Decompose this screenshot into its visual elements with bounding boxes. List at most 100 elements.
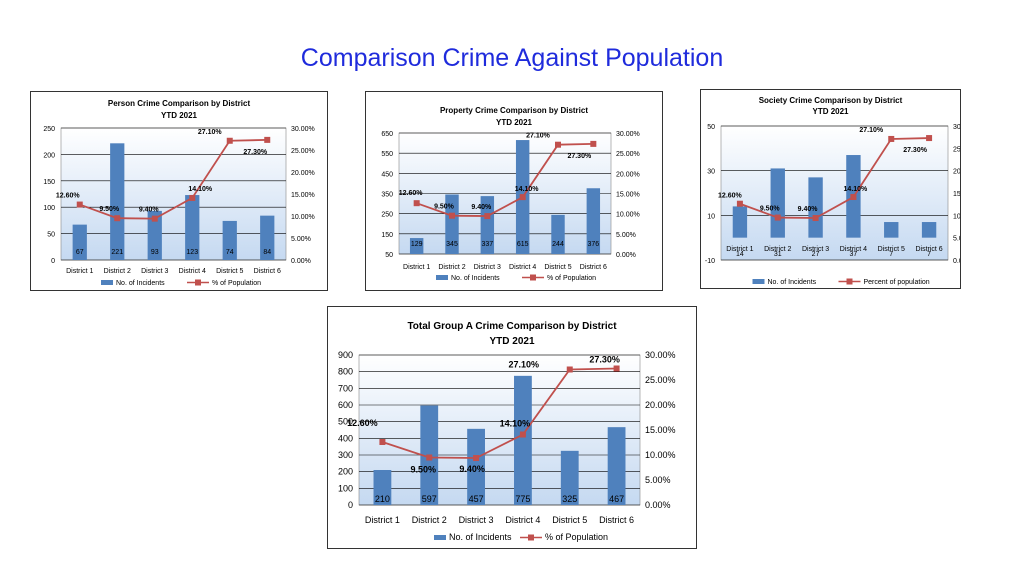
bar (770, 168, 785, 238)
line-data-label: 27.10% (859, 127, 884, 134)
y-tick-label: 500 (338, 417, 353, 427)
property-crime-chart: Property Crime Comparison by District YTD… (365, 91, 663, 291)
y-tick-label: 200 (43, 152, 55, 159)
legend-line-marker (530, 274, 536, 281)
line-point (426, 454, 433, 461)
y2-tick-label: 10.00% (645, 450, 676, 460)
y2-tick-label: 15.00% (616, 192, 640, 199)
y-tick-label: 200 (338, 467, 353, 477)
bar-data-label: 376 (587, 241, 599, 248)
y-tick-label: 300 (338, 450, 353, 460)
x-tick-label: District 6 (915, 246, 942, 253)
legend-label: No. of Incidents (116, 280, 165, 287)
bar-data-label: 129 (411, 241, 423, 248)
line-data-label: 27.30% (903, 147, 928, 154)
line-point (189, 194, 196, 201)
y2-tick-label: 30.00% (645, 350, 676, 360)
line-data-label: 12.60% (56, 193, 81, 200)
line-point (76, 201, 83, 208)
legend-label: % of Population (547, 275, 596, 282)
line-point (226, 137, 233, 144)
y-tick-label: 0 (348, 500, 353, 510)
chart-subtitle: YTD 2021 (161, 111, 198, 120)
line-point (114, 215, 121, 222)
line-data-label: 27.10% (198, 129, 223, 136)
legend-bar-swatch (434, 535, 446, 540)
y2-tick-label: 20.00% (953, 169, 960, 176)
line-point (519, 431, 526, 438)
line-point (449, 212, 455, 219)
line-data-label: 9.50% (410, 465, 436, 475)
line-data-label: 9.40% (459, 464, 485, 474)
bar (921, 222, 937, 238)
bar-data-label: 221 (111, 249, 123, 256)
series-line (382, 367, 617, 459)
x-tick-label: District 2 (764, 246, 791, 253)
bar-data-label: 775 (515, 494, 530, 504)
x-tick-label: District 4 (509, 264, 536, 271)
y-tick-label: 800 (338, 367, 353, 377)
line-data-label: 14.10% (844, 186, 869, 193)
bar-data-label: 337 (481, 241, 493, 248)
y2-tick-label: 5.00% (645, 475, 671, 485)
x-tick-label: District 2 (104, 268, 131, 275)
line-data-label: 9.50% (434, 204, 455, 211)
line-data-label: 12.60% (399, 190, 424, 197)
bar (147, 210, 162, 260)
y-tick-label: 50 (707, 124, 715, 131)
y2-tick-label: 15.00% (291, 192, 315, 199)
bar-data-label: 31 (774, 251, 782, 258)
chart-title: Society Crime Comparison by District (759, 96, 903, 105)
line-point (519, 194, 526, 201)
bar (560, 450, 579, 505)
total-group-a-crime-chart: Total Group A Crime Comparison by Distri… (327, 306, 697, 549)
bar-data-label: 244 (552, 241, 564, 248)
y2-tick-label: 25.00% (616, 151, 640, 158)
legend-label: No. of Incidents (451, 275, 500, 282)
y-tick-label: 100 (43, 205, 55, 212)
bar (586, 188, 601, 254)
y2-tick-label: 5.00% (953, 236, 960, 243)
legend-bar-swatch (752, 279, 765, 284)
x-tick-label: District 4 (505, 515, 540, 525)
line-point (151, 215, 158, 222)
line-data-label: 9.40% (798, 206, 819, 213)
y2-tick-label: 10.00% (953, 213, 960, 220)
bar (732, 206, 748, 238)
line-point (736, 200, 743, 207)
bar (185, 195, 200, 260)
bar-data-label: 84 (263, 249, 271, 256)
line-point (264, 136, 271, 143)
line-data-label: 27.10% (508, 360, 539, 370)
line-point (413, 200, 420, 207)
series-line (739, 137, 930, 219)
line-point (812, 215, 819, 222)
y2-tick-label: 0.00% (616, 252, 636, 259)
y2-tick-label: 30.00% (953, 124, 960, 131)
bar-data-label: 123 (186, 249, 198, 256)
legend-bar-swatch (101, 280, 113, 285)
plot-area (358, 354, 641, 506)
bar (222, 220, 237, 260)
y2-tick-label: 25.00% (291, 148, 315, 155)
line-point (926, 135, 933, 142)
bar (551, 214, 565, 254)
x-tick-label: District 2 (412, 515, 447, 525)
bar (514, 375, 532, 505)
society-crime-chart: Society Crime Comparison by District YTD … (700, 89, 961, 289)
bar-data-label: 7 (927, 251, 931, 258)
bar-data-label: 457 (469, 494, 484, 504)
chart-title: Person Crime Comparison by District (108, 99, 251, 108)
bar (467, 428, 485, 505)
line-point (850, 194, 857, 201)
plot-area (60, 127, 287, 261)
line-point (379, 439, 386, 445)
x-tick-label: District 3 (802, 246, 829, 253)
y-tick-label: 150 (381, 232, 393, 239)
x-tick-label: District 3 (141, 268, 168, 275)
y-tick-label: 600 (338, 400, 353, 410)
bar (480, 196, 495, 254)
y2-tick-label: 10.00% (616, 212, 640, 219)
y-tick-label: 10 (707, 213, 715, 220)
chart-svg: Society Crime Comparison by District YTD … (705, 96, 960, 286)
